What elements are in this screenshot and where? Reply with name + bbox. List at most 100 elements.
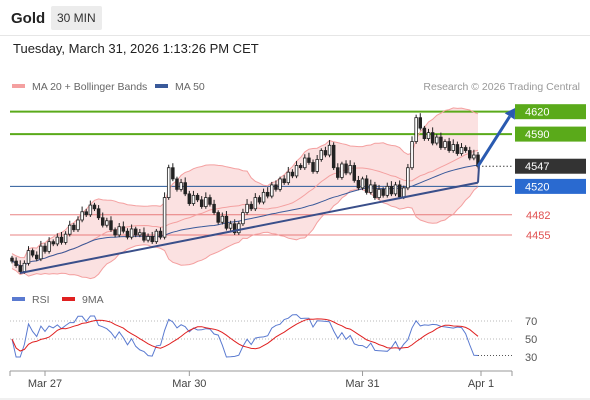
chart-header: Gold 30 MIN [0,0,590,36]
candle-body-84 [356,180,361,189]
candle-body-50 [216,212,220,223]
candle-body-87 [369,184,373,193]
rsi-panel: 30 50 70 [10,314,537,364]
candle-body-52 [224,215,229,229]
trend-connector [477,166,480,183]
candle-body-36 [158,230,163,238]
candle-body-93 [393,184,398,195]
candle-body-61 [261,191,266,203]
candle-body-45 [195,194,200,201]
candle-body-13 [63,233,68,243]
candle-body-67 [286,171,291,184]
candle-body-104 [439,136,443,148]
candle-body-33 [146,236,150,241]
candle-body-30 [133,228,138,236]
candle-body-96 [406,167,410,189]
candle-body-17 [80,211,84,221]
candle-body-48 [208,197,212,205]
candle-body-31 [138,232,142,236]
candle-body-76 [323,150,328,156]
candle-body-27 [121,226,126,232]
candle-body-56 [241,212,245,225]
candle-body-38 [166,167,171,198]
candle-body-47 [204,197,208,207]
candle-body-82 [348,165,352,174]
candle-body-9 [47,241,51,252]
candle-body-77 [327,144,332,156]
candle-body-89 [377,188,381,198]
candle-body-58 [249,203,253,210]
candle-body-24 [109,220,113,231]
candle-body-28 [125,230,130,238]
candle-body-37 [162,197,167,238]
candle-body-0 [10,257,14,262]
candle-body-43 [187,193,192,204]
candle-body-21 [96,208,101,219]
instrument-title: Gold [11,10,46,27]
candle-body-3 [22,262,27,272]
x-label-2: Mar 31 [345,378,379,390]
candle-body-1 [14,260,18,266]
rsi-legend-swatch-2 [62,297,75,301]
rsi-tick-30: 30 [525,352,537,364]
candle-body-35 [154,230,159,243]
candlesticks [10,113,480,274]
candle-body-40 [175,178,179,190]
candle-body-25 [113,229,117,236]
bollinger-lower [11,186,479,280]
candle-body-2 [18,265,22,272]
legend-label-2: MA 50 [175,81,205,93]
level-tag-4590 [515,126,586,142]
projection-arrow-head [504,108,516,120]
candle-body-110 [463,147,468,151]
rsi-tick-70: 70 [525,316,537,328]
candle-body-92 [389,185,394,195]
candle-body-103 [435,136,439,144]
chart-datetime: Tuesday, March 31, 2026 1:13:26 PM CET [13,41,259,56]
candle-body-59 [253,197,258,210]
candle-body-23 [105,220,109,226]
candle-body-74 [315,159,319,172]
level-label-4455: 4455 [526,230,550,242]
candle-body-57 [245,203,249,213]
candle-body-94 [397,184,402,198]
candle-body-39 [171,167,175,180]
candle-body-68 [290,171,295,177]
candle-body-71 [303,157,307,169]
candle-body-88 [373,184,377,198]
candle-body-106 [447,141,451,151]
candle-body-26 [117,226,121,236]
candle-body-10 [51,241,55,245]
candle-body-102 [430,132,435,144]
rsi-legend-label-1: RSI [32,294,50,306]
candle-body-111 [468,150,472,159]
legend-label-1: MA 20 + Bollinger Bands [32,81,147,93]
candle-body-80 [340,163,344,178]
rsi-legend-swatch-1 [12,297,25,301]
candle-body-12 [59,236,64,243]
candle-body-99 [418,117,423,129]
candle-body-72 [307,157,311,163]
candle-body-41 [179,182,183,190]
candle-body-91 [385,185,390,196]
rsi-legend: RSI 9MA [12,294,104,306]
candle-body-54 [232,223,237,234]
candle-body-44 [191,194,196,204]
timeframe-button[interactable]: 30 MIN [51,6,102,30]
candle-body-78 [331,144,336,169]
candle-body-7 [39,245,43,260]
candle-body-60 [257,197,262,203]
rsi-legend-label-2: 9MA [82,294,104,306]
candle-body-16 [76,219,80,231]
candle-body-97 [410,141,414,169]
candle-body-73 [311,162,315,172]
candle-body-107 [451,144,455,151]
candle-body-62 [265,191,270,197]
level-labels: 4620 4590 4547 4520 4482 4455 [515,104,586,242]
candle-body-18 [84,211,88,216]
candle-body-15 [72,224,76,231]
level-tag-4520 [515,178,586,194]
candle-body-19 [88,204,93,216]
